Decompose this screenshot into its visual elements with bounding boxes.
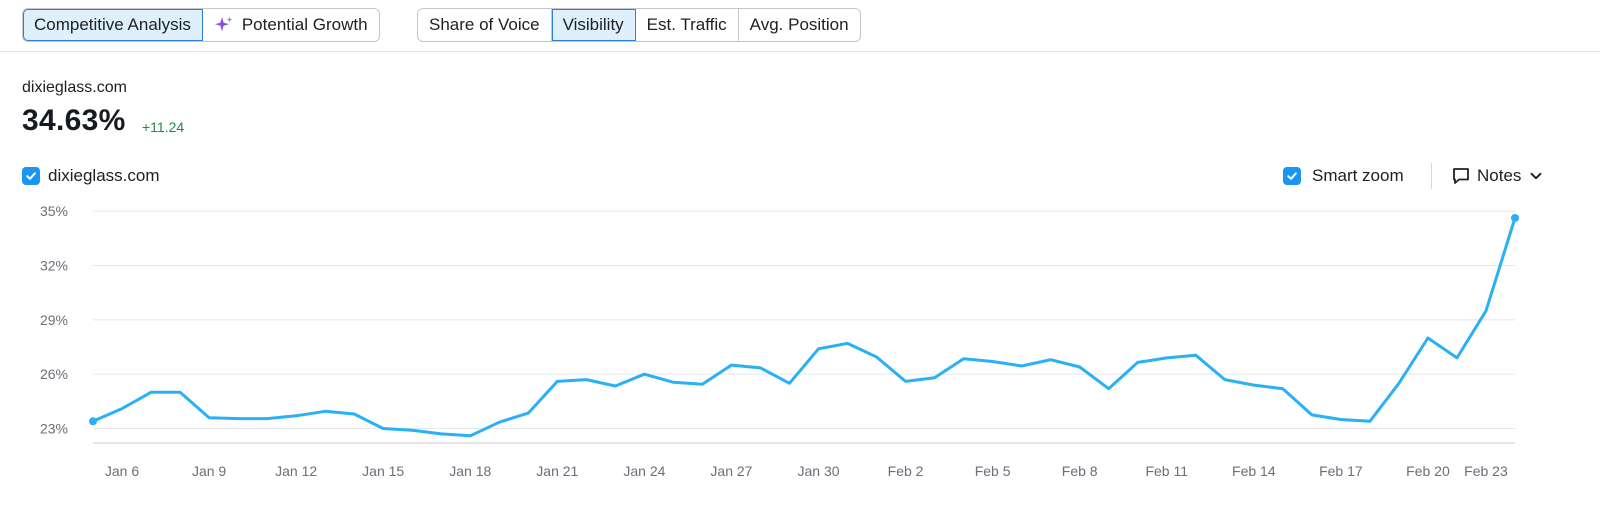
comment-icon — [1451, 166, 1471, 186]
tab-label: Est. Traffic — [646, 15, 727, 34]
tab-label: Competitive Analysis — [34, 15, 191, 34]
x-tick-label: Feb 8 — [1062, 463, 1098, 479]
y-tick-label: 23% — [40, 421, 68, 437]
tab-label: Share of Voice — [429, 15, 540, 34]
tab-label: Potential Growth — [241, 15, 368, 34]
x-tick-label: Jan 30 — [797, 463, 839, 479]
series-legend-toggle[interactable]: dixieglass.com — [22, 165, 160, 187]
smart-zoom-toggle[interactable]: Smart zoom — [1283, 165, 1404, 187]
tab-visibility[interactable]: Visibility — [551, 9, 636, 41]
metric-switcher: Share of Voice Visibility Est. Traffic A… — [417, 8, 861, 42]
tab-label: Avg. Position — [749, 15, 849, 34]
checkbox-checked-icon[interactable] — [1283, 167, 1301, 185]
y-tick-label: 35% — [40, 203, 68, 219]
x-tick-label: Jan 21 — [536, 463, 578, 479]
x-tick-label: Jan 27 — [710, 463, 752, 479]
series-start-point[interactable] — [89, 417, 97, 426]
series-legend-label: dixieglass.com — [48, 166, 160, 185]
tab-label: Visibility — [562, 15, 624, 34]
chart-series — [89, 213, 1519, 438]
x-tick-label: Feb 23 — [1464, 463, 1508, 479]
x-tick-label: Jan 12 — [275, 463, 317, 479]
x-tick-label: Jan 6 — [105, 463, 139, 479]
notes-dropdown-button[interactable]: Notes — [1451, 165, 1543, 187]
y-tick-label: 29% — [40, 312, 68, 328]
x-tick-label: Feb 14 — [1232, 463, 1276, 479]
x-tick-label: Feb 2 — [888, 463, 924, 479]
series-end-point[interactable] — [1511, 213, 1519, 222]
y-tick-label: 26% — [40, 366, 68, 382]
x-tick-label: Jan 9 — [192, 463, 226, 479]
chart-y-axis-labels: 23% 26% 29% 32% 35% — [40, 203, 68, 436]
tab-competitive-analysis[interactable]: Competitive Analysis — [23, 9, 203, 41]
x-tick-label: Feb 17 — [1319, 463, 1363, 479]
visibility-line-chart: 23%26%29%32%35% Jan 6 Jan 9 Jan 12 Jan 15 Ja… — [40, 203, 1519, 479]
top-toolbar: Competitive Analysis Potential Growth Sh… — [0, 0, 1600, 52]
chart-x-axis-labels: Jan 6 Jan 9 Jan 12 Jan 15 Jan 18 Jan 21 Jan 24… — [105, 463, 1508, 479]
tab-potential-growth[interactable]: Potential Growth — [203, 9, 379, 41]
tab-est-traffic[interactable]: Est. Traffic — [636, 9, 739, 41]
summary-delta: +11.24 — [142, 119, 185, 135]
x-tick-label: Feb 11 — [1145, 463, 1188, 479]
checkbox-checked-icon[interactable] — [22, 167, 40, 185]
series-line[interactable] — [91, 216, 1517, 438]
toolbar-divider — [1431, 163, 1432, 189]
x-tick-label: Feb 20 — [1406, 463, 1450, 479]
smart-zoom-label: Smart zoom — [1312, 166, 1404, 185]
tab-share-of-voice[interactable]: Share of Voice — [418, 9, 552, 41]
chart-gridlines — [93, 210, 1515, 444]
summary-value: 34.63% — [22, 104, 126, 137]
tab-avg-position[interactable]: Avg. Position — [739, 9, 860, 41]
y-tick-label: 32% — [40, 258, 68, 274]
x-tick-label: Feb 5 — [975, 463, 1011, 479]
x-tick-label: Jan 24 — [623, 463, 665, 479]
summary-domain: dixieglass.com — [22, 79, 127, 96]
chevron-down-icon — [1529, 169, 1543, 183]
notes-label: Notes — [1477, 166, 1522, 185]
x-tick-label: Jan 18 — [449, 463, 491, 479]
view-switcher: Competitive Analysis Potential Growth — [22, 8, 380, 42]
sparkle-icon — [214, 15, 234, 35]
x-tick-label: Jan 15 — [362, 463, 404, 479]
